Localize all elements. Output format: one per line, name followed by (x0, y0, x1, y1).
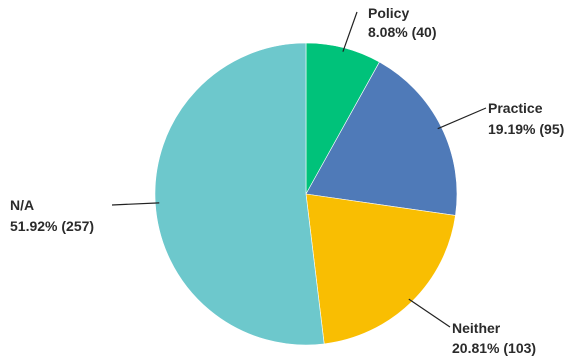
slice-label-neither-value: 20.81% (103) (452, 340, 536, 356)
slice-label-practice-name: Practice (488, 100, 543, 116)
leader-line-policy (342, 11, 358, 52)
leader-line-neither (408, 298, 451, 328)
slice-label-na-value: 51.92% (257) (10, 218, 94, 234)
leader-line-practice (437, 107, 487, 130)
leader-lines-layer (111, 11, 487, 328)
slice-label-na-name: N/A (10, 197, 34, 213)
leader-line-n-a (111, 202, 160, 206)
slice-label-practice-value: 19.19% (95) (488, 121, 564, 137)
slices-layer (154, 42, 458, 346)
slice-label-neither-name: Neither (452, 320, 501, 336)
slice-label-policy-value: 8.08% (40) (368, 24, 436, 40)
slice-label-policy-name: Policy (368, 5, 409, 21)
pie-slice-n-a (154, 42, 325, 346)
pie-slice-neither (305, 193, 456, 345)
